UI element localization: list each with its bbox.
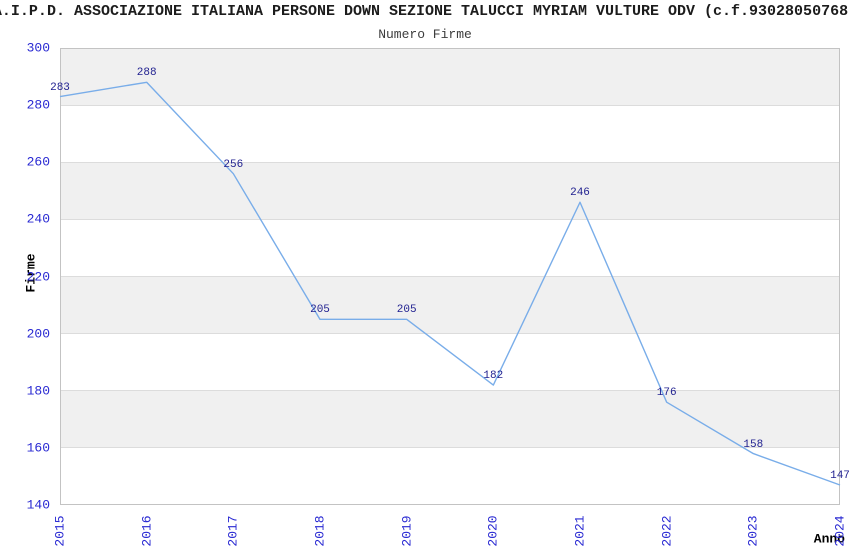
x-tick-label: 2020 [485, 515, 501, 547]
y-tick-label: 220 [26, 269, 50, 284]
x-tick-label: 2016 [139, 515, 155, 547]
y-tick-label: 240 [26, 211, 50, 227]
x-tick-label: 2023 [745, 515, 761, 547]
x-tick-label: 2018 [312, 515, 328, 547]
y-tick-label: 140 [26, 497, 50, 513]
x-tick-label: 2021 [572, 515, 588, 547]
x-tick-label: 2017 [225, 515, 241, 547]
x-tick-label: 2015 [52, 515, 68, 547]
data-label: 205 [396, 304, 417, 317]
data-label: 288 [136, 67, 157, 80]
y-tick-label: 260 [26, 154, 50, 170]
data-label: 147 [830, 470, 850, 482]
chart-subtitle: Numero Firme [378, 27, 472, 42]
y-tick-label: 160 [26, 440, 50, 456]
data-label: 176 [656, 387, 677, 400]
data-label: 158 [743, 438, 764, 451]
data-label: 246 [570, 187, 590, 200]
y-tick-label: 300 [26, 40, 50, 56]
x-axis-label: Anno [813, 531, 845, 547]
data-label: 182 [483, 370, 504, 383]
plot-border [60, 48, 840, 505]
chart-title: A.I.P.D. ASSOCIAZIONE ITALIANA PERSONE D… [0, 3, 850, 20]
data-label: 205 [310, 304, 330, 317]
x-tick-label: 2022 [659, 515, 675, 547]
data-label: 283 [50, 81, 70, 94]
data-label: 256 [223, 158, 244, 171]
y-tick-label: 200 [26, 326, 50, 342]
y-tick-label: 280 [26, 97, 50, 113]
y-tick-label: 180 [26, 383, 50, 399]
x-tick-label: 2019 [399, 515, 415, 547]
x-tick-label: 2024 [832, 515, 848, 547]
